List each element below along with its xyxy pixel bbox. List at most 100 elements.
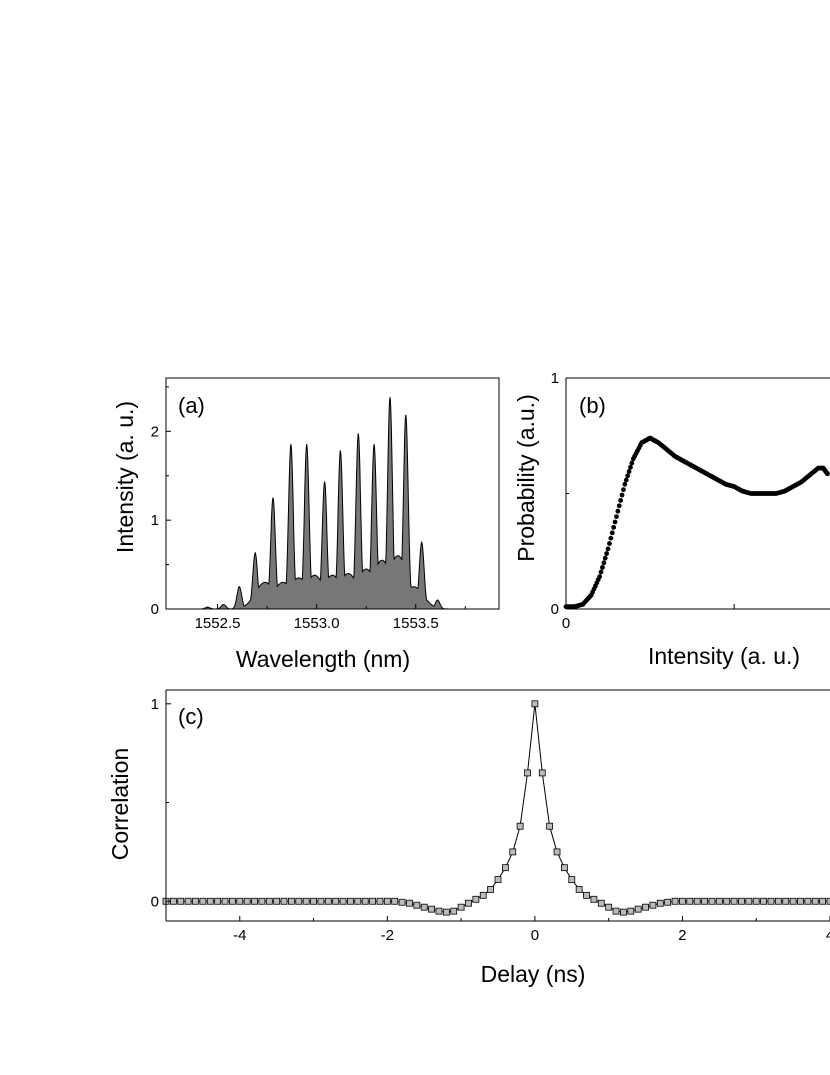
correlation-point	[339, 897, 347, 905]
panel-c-ytick-label: 1	[151, 696, 159, 713]
correlation-point	[228, 897, 236, 905]
correlation-point	[664, 898, 672, 906]
correlation-point	[568, 876, 576, 883]
correlation-point	[376, 897, 384, 905]
panel-a-ytick-label: 1	[151, 512, 159, 529]
correlation-point	[656, 899, 664, 907]
correlation-point	[324, 897, 332, 905]
correlation-point	[494, 876, 502, 883]
correlation-point	[701, 897, 708, 905]
panel-a-label: (a)	[178, 393, 205, 418]
correlation-point	[428, 905, 436, 913]
correlation-point	[288, 897, 295, 905]
panel-b-ylabel: Probability (a.u.)	[513, 394, 539, 561]
probability-point	[598, 569, 604, 575]
correlation-point	[184, 897, 192, 905]
correlation-point	[317, 897, 325, 905]
correlation-point	[738, 897, 745, 905]
spectrum-peak	[436, 599, 439, 601]
panel-a-ytick-label: 2	[151, 423, 159, 440]
panel-a-frame	[165, 377, 500, 610]
panel-b-plot-area	[563, 435, 830, 610]
correlation-point	[745, 897, 753, 905]
panel-a-ytick-label: 0	[151, 601, 159, 618]
panel-c-xtick-label: 0	[531, 927, 539, 944]
correlation-point	[265, 897, 273, 905]
panel-b-ytick-label: 1	[551, 370, 559, 387]
probability-point	[619, 492, 625, 498]
panel-c-label: (c)	[178, 704, 204, 729]
correlation-point	[206, 897, 214, 905]
spectrum-peak	[306, 444, 308, 446]
correlation-point	[730, 897, 738, 905]
correlation-point	[649, 901, 657, 909]
probability-point	[622, 481, 628, 487]
correlation-point	[435, 907, 443, 915]
panel-c-xtick-label: -4	[233, 927, 246, 944]
panel-c-xlabel: Delay (ns)	[481, 961, 586, 987]
correlation-point	[752, 897, 760, 905]
correlation-point	[531, 700, 539, 708]
correlation-point	[516, 822, 524, 830]
correlation-point	[214, 897, 222, 905]
correlation-point	[597, 899, 605, 907]
spectrum-area	[166, 397, 499, 610]
correlation-point	[605, 903, 613, 911]
spectrum-peak	[421, 541, 423, 543]
probability-point	[604, 551, 610, 556]
probability-point	[825, 471, 830, 477]
correlation-point	[169, 897, 177, 905]
correlation-point	[361, 897, 369, 905]
panel-a-ylabel: Intensity (a. u.)	[112, 401, 138, 553]
correlation-point	[472, 895, 480, 903]
correlation-point	[420, 903, 428, 911]
correlation-point	[774, 897, 782, 905]
correlation-point	[679, 897, 686, 905]
correlation-point	[546, 822, 554, 830]
correlation-point	[177, 897, 185, 905]
probability-point	[602, 555, 608, 561]
correlation-point	[295, 897, 303, 905]
spectrum-peak	[238, 586, 240, 588]
spectrum-peak	[222, 603, 225, 606]
panel-b-xtick-label: 0	[562, 615, 570, 632]
spectrum-peak	[323, 481, 326, 483]
correlation-point	[826, 897, 830, 905]
probability-point	[621, 487, 626, 493]
panel-b-ytick-label: 0	[551, 601, 559, 618]
correlation-point	[524, 769, 531, 777]
correlation-point	[782, 897, 790, 905]
correlation-point	[553, 848, 561, 856]
correlation-point	[715, 897, 723, 905]
probability-point	[597, 574, 603, 580]
correlation-point	[479, 891, 487, 899]
correlation-point	[406, 899, 413, 907]
probability-point	[615, 508, 621, 514]
panel-c-xtick-label: 2	[678, 927, 686, 944]
correlation-point	[310, 897, 317, 905]
correlation-point	[465, 899, 472, 907]
correlation-point	[627, 907, 635, 915]
panel-a-xtick-label: 1553.0	[294, 615, 340, 632]
panel-a-xlabel: Wavelength (nm)	[236, 646, 410, 672]
probability-point	[623, 477, 629, 483]
correlation-point	[369, 897, 376, 905]
spectrum-peak	[357, 433, 359, 435]
correlation-point	[302, 897, 310, 905]
panel-b-ticks: 00 1	[551, 370, 735, 632]
panel-b-xlabel: Intensity (a. u.)	[648, 643, 800, 669]
probability-point	[601, 560, 607, 566]
correlation-point	[590, 895, 598, 903]
correlation-point	[354, 897, 362, 905]
spectrum-peak	[272, 497, 274, 499]
correlation-point	[575, 886, 583, 893]
correlation-point	[192, 897, 199, 905]
probability-point	[628, 464, 633, 470]
panel-c-xtick-label: 4	[826, 927, 830, 944]
correlation-point	[199, 897, 207, 905]
panel-c-ticks: -4 -2 0 2 4 0 1	[151, 696, 830, 944]
correlation-point	[811, 897, 819, 905]
panel-a-ticks: 1552.5 1553.0 1553.5 0 1 2	[151, 386, 466, 632]
correlation-point	[509, 848, 517, 856]
correlation-point	[243, 897, 251, 905]
